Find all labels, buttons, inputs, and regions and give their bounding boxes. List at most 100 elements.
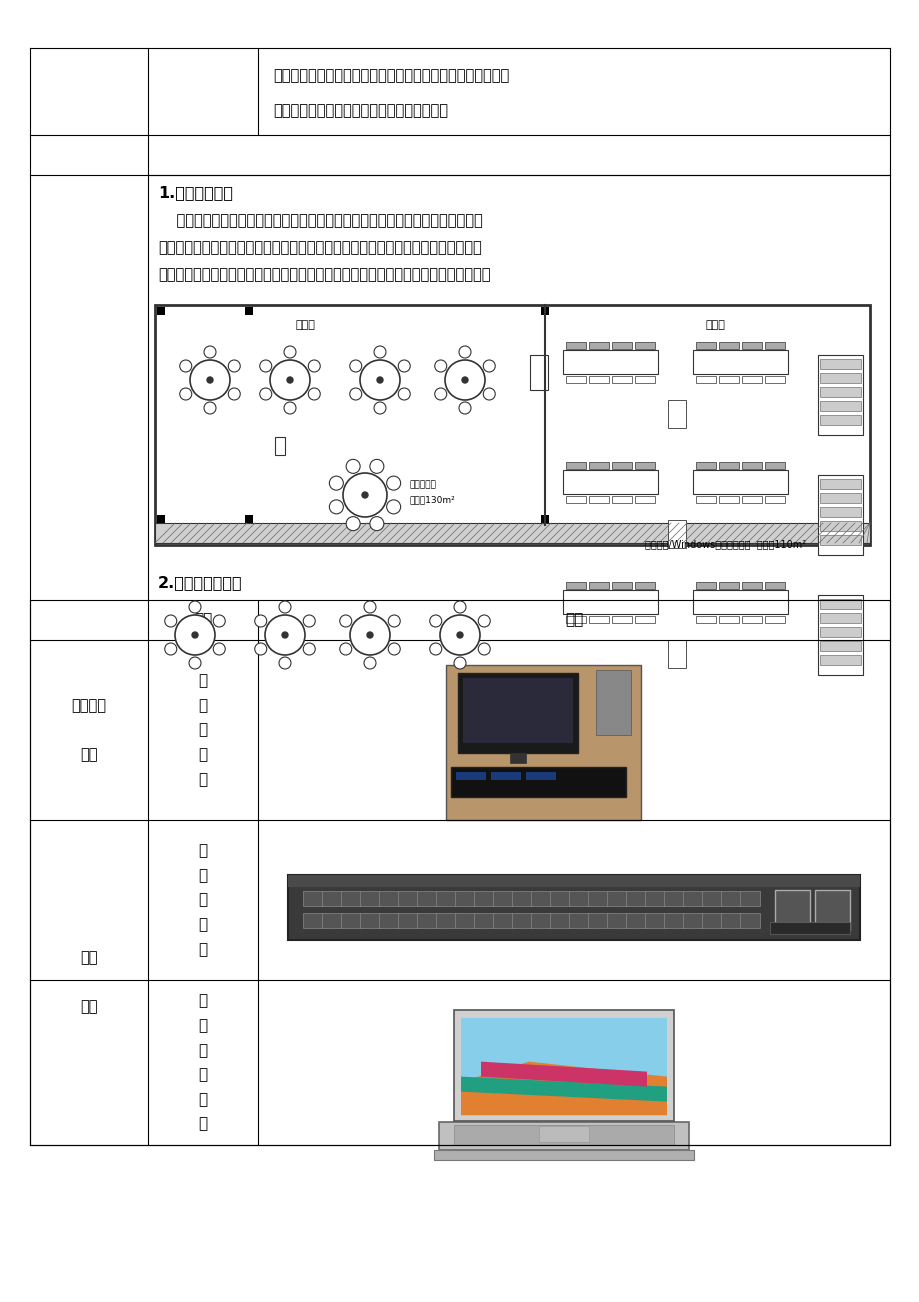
Bar (607, 891, 627, 906)
Bar (587, 891, 607, 906)
Bar (719, 496, 738, 503)
Bar (244, 516, 253, 523)
Bar (450, 767, 625, 797)
Circle shape (435, 359, 447, 372)
Bar (765, 342, 784, 349)
Circle shape (346, 517, 359, 531)
Bar (157, 516, 165, 523)
Bar (288, 875, 859, 940)
Text: 台
式
计
算
机: 台 式 计 算 机 (199, 673, 208, 786)
Bar (696, 462, 715, 469)
Bar (438, 1122, 688, 1150)
Circle shape (388, 643, 400, 655)
Bar (634, 496, 654, 503)
Bar (540, 516, 549, 523)
Text: 2.硬件及软件资源: 2.硬件及软件资源 (158, 575, 243, 590)
Circle shape (459, 402, 471, 414)
Bar (742, 462, 761, 469)
Bar (302, 891, 323, 906)
Bar (774, 891, 809, 930)
Circle shape (207, 378, 213, 383)
Bar (819, 387, 860, 397)
Circle shape (339, 643, 351, 655)
Bar (819, 655, 860, 665)
Bar (719, 582, 738, 589)
Bar (696, 616, 715, 622)
Bar (765, 496, 784, 503)
Bar (634, 376, 654, 383)
Text: 名称: 名称 (194, 612, 212, 628)
Text: 图片: 图片 (564, 612, 583, 628)
Bar (742, 582, 761, 589)
Bar (765, 582, 784, 589)
Bar (739, 891, 759, 906)
Bar (667, 400, 686, 428)
Bar (550, 891, 570, 906)
Circle shape (308, 388, 320, 400)
Circle shape (364, 602, 376, 613)
Circle shape (255, 615, 267, 628)
Polygon shape (460, 1077, 666, 1101)
Bar (529, 355, 548, 391)
Bar (460, 1018, 666, 1072)
Circle shape (349, 359, 361, 372)
Text: 面积：130m²: 面积：130m² (410, 495, 455, 504)
Bar (416, 913, 437, 928)
Circle shape (329, 477, 343, 490)
Bar (455, 913, 474, 928)
Bar (588, 582, 608, 589)
Circle shape (349, 615, 390, 655)
Bar (819, 415, 860, 424)
Bar (302, 913, 323, 928)
Bar (322, 891, 342, 906)
Bar (530, 891, 550, 906)
Bar (634, 616, 654, 622)
Bar (379, 913, 399, 928)
Circle shape (386, 500, 400, 514)
Bar (634, 582, 654, 589)
Bar (611, 376, 631, 383)
Bar (436, 891, 456, 906)
Circle shape (259, 359, 271, 372)
Bar (341, 891, 360, 906)
Bar (644, 913, 664, 928)
Bar (244, 307, 253, 315)
Bar (742, 376, 761, 383)
Bar (819, 613, 860, 622)
Polygon shape (481, 1061, 646, 1087)
Circle shape (278, 602, 290, 613)
Bar (596, 671, 630, 736)
Circle shape (374, 346, 386, 358)
Bar (453, 1125, 674, 1144)
Circle shape (453, 658, 466, 669)
Text: 硬件

资源: 硬件 资源 (80, 950, 97, 1014)
Bar (765, 462, 784, 469)
Bar (568, 891, 588, 906)
Bar (473, 891, 494, 906)
Circle shape (287, 378, 292, 383)
Text: 笔
记
本
计
算
机: 笔 记 本 计 算 机 (199, 993, 208, 1131)
Bar (769, 922, 849, 934)
Text: 小型网络/Windows服务器学习站  面积：110m²: 小型网络/Windows服务器学习站 面积：110m² (644, 539, 805, 549)
Bar (692, 350, 788, 374)
Circle shape (204, 402, 216, 414)
Bar (720, 891, 740, 906)
Bar (458, 673, 577, 753)
Bar (765, 616, 784, 622)
Bar (664, 913, 683, 928)
Bar (719, 616, 738, 622)
Circle shape (259, 388, 271, 400)
Bar (588, 496, 608, 503)
Circle shape (361, 492, 368, 497)
Bar (682, 891, 702, 906)
Bar (607, 913, 627, 928)
Circle shape (364, 658, 376, 669)
Circle shape (369, 460, 383, 474)
Text: 化教学需求，本节课教学场地为小型网络一体化学习站。学习站分为：讨论区（资料: 化教学需求，本节课教学场地为小型网络一体化学习站。学习站分为：讨论区（资料 (158, 240, 482, 255)
Circle shape (346, 460, 359, 474)
Circle shape (165, 615, 176, 628)
Circle shape (303, 643, 315, 655)
Bar (696, 376, 715, 383)
Bar (275, 437, 285, 454)
Circle shape (386, 477, 400, 490)
